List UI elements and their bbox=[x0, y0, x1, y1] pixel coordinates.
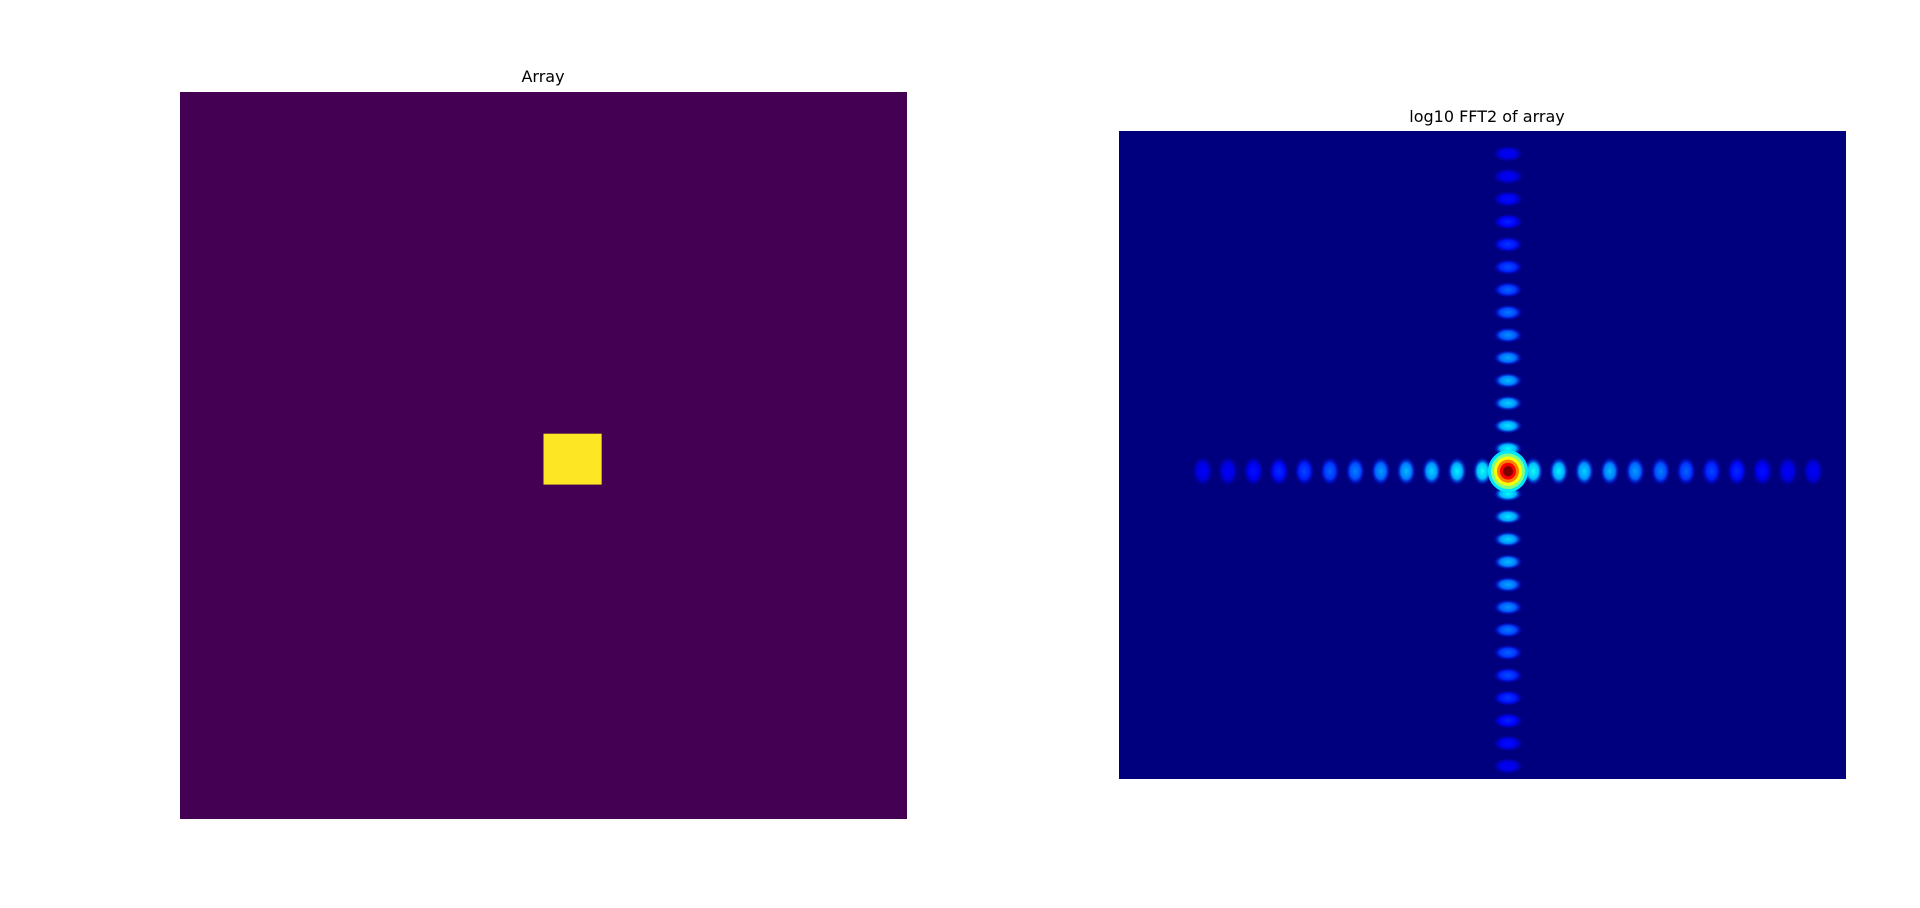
array-plot-title: Array bbox=[521, 67, 565, 86]
fft-lobe-horizontal bbox=[1320, 456, 1340, 486]
fft-lobe-horizontal bbox=[1625, 456, 1645, 486]
fft-lobe-horizontal bbox=[1701, 456, 1722, 486]
fft-lobe-horizontal bbox=[1218, 456, 1238, 486]
fft-lobe-horizontal bbox=[1676, 456, 1696, 486]
fft-lobe-vertical bbox=[1493, 690, 1523, 706]
fft-lobe-horizontal bbox=[1752, 456, 1773, 486]
fft-background bbox=[1119, 131, 1846, 779]
fft-lobe-horizontal bbox=[1269, 456, 1289, 486]
fft-lobe-horizontal bbox=[1549, 456, 1569, 486]
fft-heatmap bbox=[1119, 131, 1846, 779]
fft-lobe-horizontal bbox=[1447, 456, 1467, 486]
fft-lobe-vertical bbox=[1493, 667, 1523, 684]
fft-lobe-horizontal bbox=[1574, 456, 1594, 486]
fft-lobe-vertical bbox=[1493, 644, 1523, 661]
fft-lobe-vertical bbox=[1493, 395, 1523, 411]
fft-plot-title: log10 FFT2 of array bbox=[1409, 107, 1565, 126]
fft-lobe-vertical bbox=[1493, 622, 1523, 638]
fft-lobe-vertical bbox=[1493, 145, 1523, 162]
fft-lobe-vertical bbox=[1493, 259, 1523, 275]
fft-lobe-horizontal bbox=[1345, 456, 1365, 486]
fft-lobe-horizontal bbox=[1803, 456, 1823, 486]
fft-lobe-vertical bbox=[1493, 304, 1523, 321]
array-block bbox=[543, 433, 602, 485]
fft-lobe-horizontal bbox=[1650, 456, 1671, 486]
array-heatmap bbox=[180, 92, 907, 819]
fft-lobe-vertical bbox=[1493, 418, 1523, 434]
fft-lobe-vertical bbox=[1493, 599, 1523, 615]
fft-lobe-horizontal bbox=[1243, 456, 1264, 486]
fft-lobe-vertical bbox=[1493, 712, 1523, 729]
fft-lobe-vertical bbox=[1493, 236, 1523, 253]
array-heatmap-svg bbox=[180, 92, 907, 819]
fft-lobe-vertical bbox=[1493, 191, 1523, 207]
fft-lobe-horizontal bbox=[1778, 456, 1798, 486]
fft-lobe-vertical bbox=[1493, 576, 1523, 593]
fft-lobe-horizontal bbox=[1371, 456, 1391, 486]
fft-lobe-vertical bbox=[1493, 531, 1523, 547]
fft-lobe-vertical bbox=[1493, 508, 1523, 525]
fft-lobe-vertical bbox=[1493, 350, 1523, 366]
fft-lobe-horizontal bbox=[1472, 456, 1493, 486]
fft-lobe-horizontal bbox=[1396, 456, 1416, 486]
fft-peak-ring-5 bbox=[1502, 465, 1513, 477]
fft-lobe-vertical bbox=[1493, 168, 1523, 185]
fft-lobe-vertical bbox=[1493, 554, 1523, 570]
fft-lobe-horizontal bbox=[1523, 456, 1544, 486]
fft-lobe-vertical bbox=[1493, 758, 1523, 774]
fft-lobe-horizontal bbox=[1421, 456, 1442, 486]
fft-lobe-horizontal bbox=[1727, 456, 1747, 486]
fft-lobe-vertical bbox=[1493, 372, 1523, 389]
fft-lobe-horizontal bbox=[1600, 456, 1620, 486]
fft-heatmap-svg bbox=[1119, 131, 1846, 779]
fft-lobe-vertical bbox=[1493, 214, 1523, 230]
fft-lobe-vertical bbox=[1493, 327, 1523, 343]
fft-lobe-vertical bbox=[1493, 735, 1523, 752]
fft-lobe-horizontal bbox=[1294, 456, 1315, 486]
fft-lobe-horizontal bbox=[1192, 456, 1213, 486]
fft-lobe-vertical bbox=[1493, 282, 1523, 298]
